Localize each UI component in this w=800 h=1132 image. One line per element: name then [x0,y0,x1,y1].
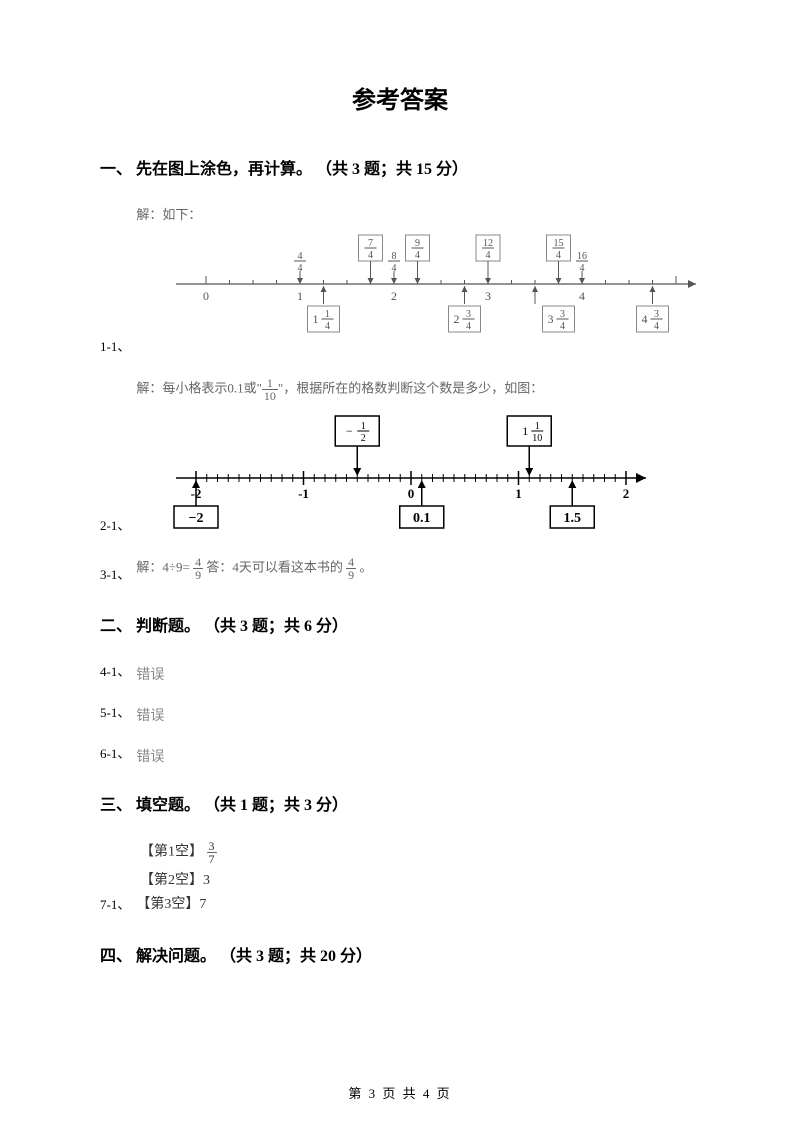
question-number: 1-1、 [100,336,130,359]
svg-text:12: 12 [483,238,493,249]
svg-text:1: 1 [516,486,523,501]
blank-2: 【第2空】3 [140,869,700,889]
svg-text:2: 2 [391,289,397,303]
answer-4-1: 4-1、 错误 [100,661,700,684]
section-1-heading: 一、 先在图上涂色，再计算。 （共 3 题；共 15 分） [100,155,700,179]
svg-text:1: 1 [523,424,529,438]
svg-text:8: 8 [392,251,397,262]
svg-text:−2: −2 [189,511,204,526]
solution-intro: 解：每小格表示0.1或"110"，根据所在的格数判断这个数是多少，如图： [136,377,700,402]
svg-text:4: 4 [325,321,330,332]
svg-text:10: 10 [533,433,543,444]
svg-text:4: 4 [556,250,561,261]
svg-text:7: 7 [368,238,373,249]
svg-text:1.5: 1.5 [564,511,582,526]
svg-text:3: 3 [466,309,471,320]
answer-value: 错误 [136,705,164,725]
page-title: 参考答案 [100,80,700,115]
solution-intro: 解：如下： [136,204,700,223]
svg-text:4: 4 [642,312,648,326]
svg-text:3: 3 [560,309,565,320]
svg-text:1: 1 [325,309,330,320]
svg-text:−: − [346,424,353,438]
page-footer: 第 3 页 共 4 页 [0,1083,800,1102]
svg-text:4: 4 [298,251,303,262]
svg-text:2: 2 [454,312,460,326]
question-number: 5-1、 [100,702,130,725]
svg-text:0: 0 [408,486,415,501]
svg-text:0.1: 0.1 [413,511,431,526]
svg-text:4: 4 [368,250,373,261]
svg-text:4: 4 [560,321,565,332]
svg-text:4: 4 [579,289,585,303]
svg-text:4: 4 [486,250,491,261]
svg-text:9: 9 [415,238,420,249]
question-number: 3-1、 [100,564,130,587]
question-number: 4-1、 [100,661,130,684]
svg-text:0: 0 [203,289,209,303]
answer-6-1: 6-1、 错误 [100,743,700,766]
question-number: 2-1、 [100,515,130,538]
svg-text:1: 1 [313,312,319,326]
answer-1-1: 1-1、 解：如下： 01234749412415444841641142343… [100,204,700,359]
numberline-diagram-1: 0123474941241544484164114234334434 [136,229,696,359]
question-number: 7-1、 [100,894,130,917]
svg-text:1: 1 [361,421,366,432]
numberline-diagram-2: -2-1012−121110−20.11.5 [136,408,656,538]
section-2-heading: 二、 判断题。 （共 3 题；共 6 分） [100,612,700,636]
svg-text:3: 3 [654,309,659,320]
svg-text:2: 2 [361,433,366,444]
answer-2-1: 2-1、 解：每小格表示0.1或"110"，根据所在的格数判断这个数是多少，如图… [100,377,700,538]
blank-3: 【第3空】7 [136,893,206,913]
section-3-heading: 三、 填空题。 （共 1 题；共 3 分） [100,791,700,815]
answer-value: 错误 [136,664,164,684]
svg-text:15: 15 [554,238,564,249]
answer-7-1: 【第1空】 37 【第2空】3 7-1、 【第3空】7 [100,840,700,917]
blank-1: 【第1空】 37 [140,840,700,865]
svg-text:-1: -1 [298,486,309,501]
answer-value: 错误 [136,746,164,766]
svg-text:4: 4 [654,321,659,332]
solution-text: 解：4÷9= 49 答：4天可以看这本书的 49 。 [136,556,700,581]
svg-text:4: 4 [466,321,471,332]
svg-text:3: 3 [548,312,554,326]
question-number: 6-1、 [100,743,130,766]
svg-text:4: 4 [415,250,420,261]
svg-text:2: 2 [623,486,630,501]
answer-3-1: 3-1、 解：4÷9= 49 答：4天可以看这本书的 49 。 [100,556,700,587]
svg-text:3: 3 [485,289,491,303]
answer-5-1: 5-1、 错误 [100,702,700,725]
section-4-heading: 四、 解决问题。 （共 3 题；共 20 分） [100,942,700,966]
svg-text:1: 1 [297,289,303,303]
svg-text:16: 16 [577,251,587,262]
svg-text:1: 1 [535,421,540,432]
